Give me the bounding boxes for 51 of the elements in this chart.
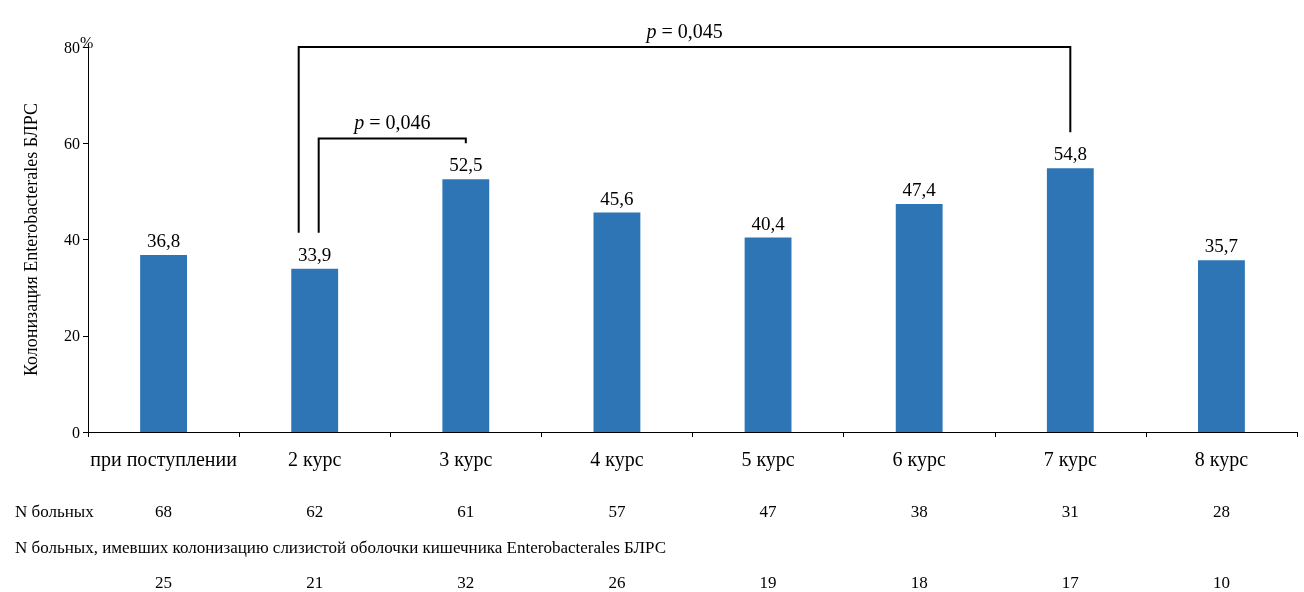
text: 18 — [910, 572, 928, 592]
data-label: 47,4 — [902, 178, 937, 200]
x-tick-label: 5 курс — [741, 448, 795, 471]
bar — [1198, 260, 1245, 432]
x-tick-label: 6 курс — [892, 448, 946, 471]
text: N больных — [15, 501, 94, 521]
y-tick-label: 40 — [64, 231, 80, 248]
data-label: 52,5 — [449, 154, 483, 176]
text: 10 — [1212, 572, 1230, 592]
text: 31 — [1061, 501, 1079, 521]
data-label: 35,7 — [1204, 235, 1239, 257]
x-tick-label: 8 курс — [1194, 448, 1249, 471]
text: 47 — [759, 501, 777, 521]
data-label: 36,8 — [146, 229, 181, 251]
data-label: 40,4 — [751, 212, 786, 234]
text: 25 — [155, 572, 173, 592]
y-tick-label: 20 — [64, 327, 80, 345]
text: 61 — [457, 501, 475, 521]
annotation: p = 0,046 — [354, 111, 431, 134]
y-tick-label: 80 — [64, 38, 80, 56]
y-tick-label: 0 — [72, 423, 80, 441]
bar — [1046, 168, 1094, 432]
text: N больных, имевших колонизацию слизистой оболочки кишечника Enterobacterales БЛРС — [15, 537, 666, 557]
bar — [744, 237, 792, 432]
text: 21 — [306, 572, 324, 592]
y-axis-title: Колонизация Enterobacterales БЛРС — [21, 102, 41, 377]
data-label: 45,6 — [600, 187, 634, 209]
data-label: 54,8 — [1053, 143, 1087, 165]
bar — [140, 254, 187, 432]
text: 28 — [1212, 501, 1230, 521]
x-tick-label: при поступлении — [90, 448, 238, 471]
text: 38 — [910, 501, 928, 521]
text: 57 — [608, 501, 626, 521]
x-tick-label: 3 курс — [439, 448, 493, 471]
y-tick-label: 60 — [64, 134, 80, 152]
text: 62 — [306, 501, 324, 521]
bar — [593, 212, 641, 432]
text: 32 — [457, 572, 475, 592]
bar — [442, 179, 490, 432]
text: 26 — [608, 572, 626, 592]
text: 17 — [1061, 572, 1079, 592]
text: p = 0,045 — [646, 20, 723, 42]
data-label: 33,9 — [298, 243, 332, 265]
x-tick-label: 2 курс — [288, 448, 342, 471]
bar — [895, 203, 943, 432]
annotation: % — [80, 34, 94, 51]
text: 68 — [155, 501, 173, 521]
x-tick-label: 7 курс — [1043, 448, 1098, 471]
bar — [291, 268, 339, 432]
text: 19 — [759, 572, 777, 592]
x-tick-label: 4 курс — [590, 448, 644, 471]
